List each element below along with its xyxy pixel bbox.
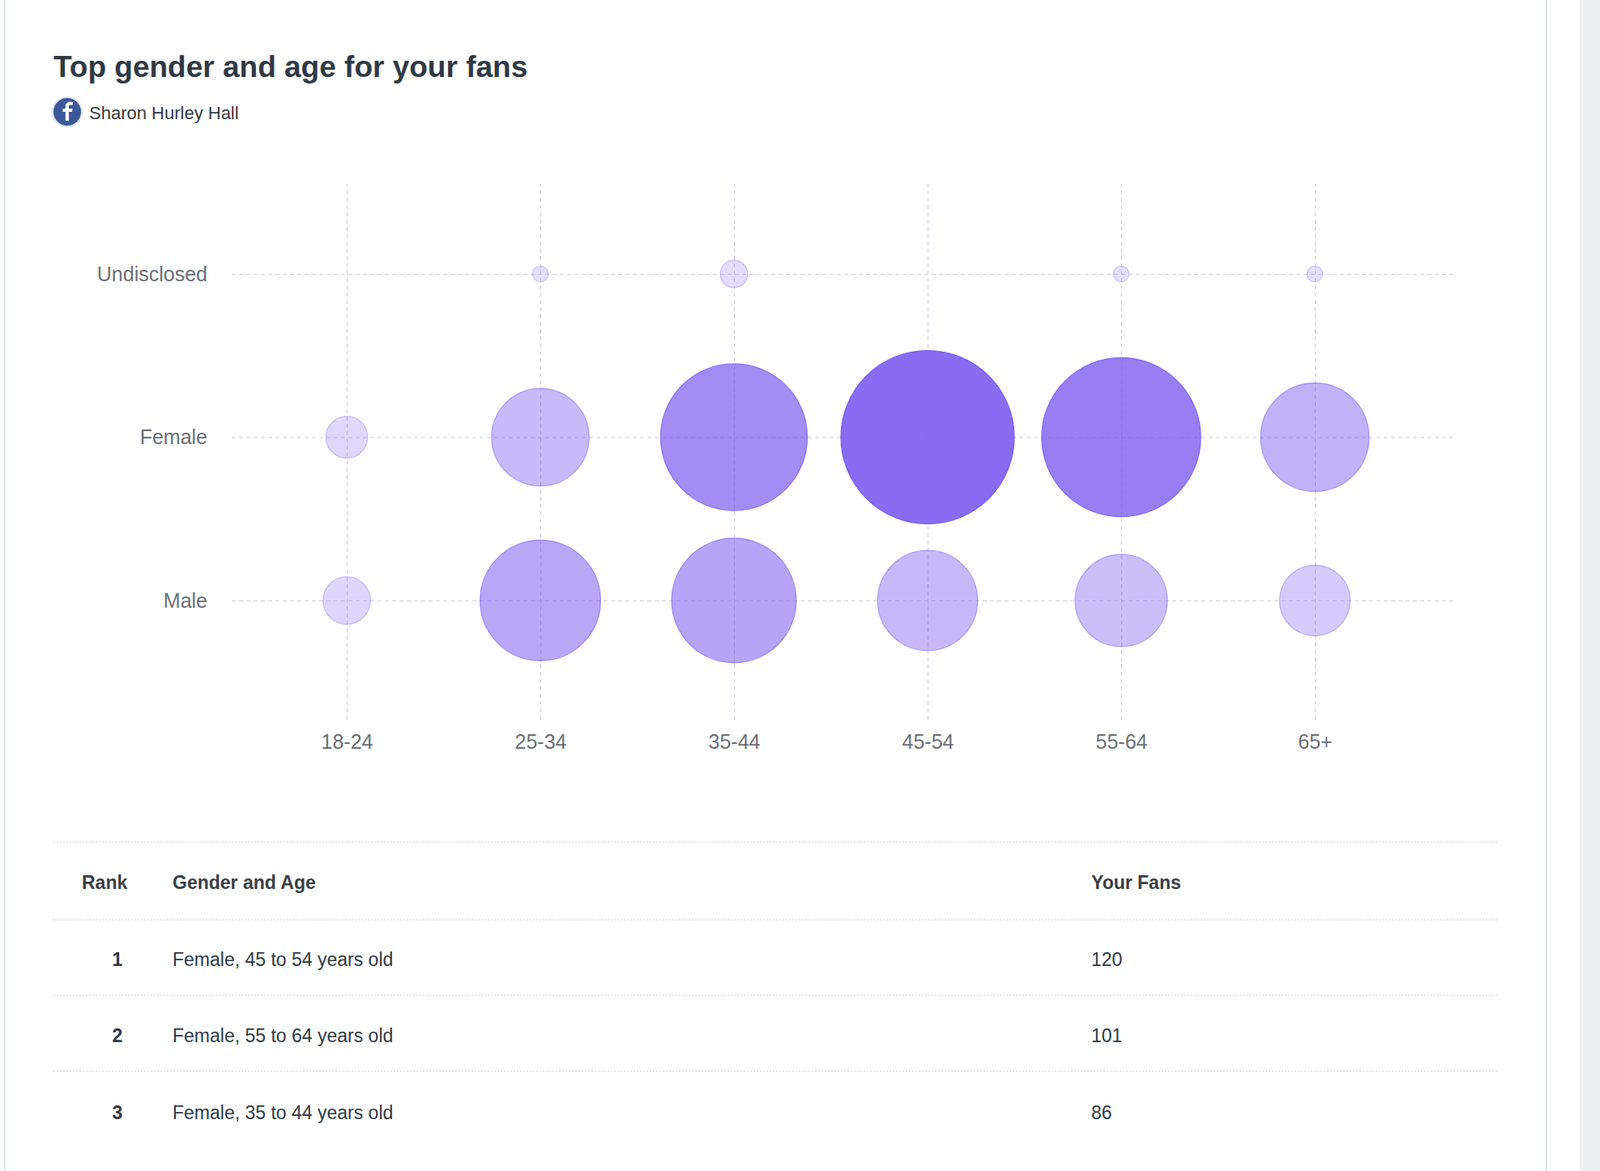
bubble [1306,265,1323,282]
table-divider [53,919,1498,921]
bubble [323,576,372,625]
bubble [1075,554,1168,647]
x-tick-label: 18-24 [321,729,374,753]
y-grid-line [231,273,1455,275]
table-label: Female, 45 to 54 years old [172,948,393,970]
table-rank: 2 [112,1024,124,1046]
y-tick-label: Undisclosed [97,262,208,286]
bubble [325,416,368,459]
chart-root: Top gender and age for your fans Sharon H… [0,0,1600,1171]
y-tick: Undisclosed [97,262,1455,286]
card [4,0,1547,1171]
bubble [840,350,1015,525]
bubble [660,363,807,511]
x-tick-label: 55-64 [1096,729,1148,753]
table-value: 101 [1091,1024,1123,1046]
table-rank: 1 [112,948,124,970]
icon-circle [52,97,82,127]
table-header: Your Fans [1091,871,1182,893]
title: Top gender and age for your fans [53,50,528,84]
x-axis: 18-24 25-34 35-44 45-54 55-64 65+ [321,183,1333,753]
table-rank: 3 [112,1101,124,1123]
x-tick-label: 65+ [1297,729,1332,753]
table-divider [53,994,1498,996]
bubble [1113,265,1130,282]
page-strip [1579,0,1600,1171]
bubble [1260,383,1370,492]
bubble [877,550,978,651]
y-tick-label: Female [140,425,208,448]
bubble [1279,564,1350,636]
subtitle: Sharon Hurley Hall [89,102,239,124]
rank-table: Rank Gender and Age Your Fans 1 Female, 45 t… [53,841,1498,1123]
x-tick: 18-24 [321,183,374,753]
facebook-icon [52,97,82,127]
table-value: 120 [1091,948,1123,970]
bubble [480,540,602,662]
table-divider [53,1070,1498,1072]
y-tick-label: Male [163,588,208,612]
table-header: Rank [81,871,128,893]
table-divider [53,841,1498,843]
y-grid-line [231,600,1455,602]
table-label: Female, 35 to 44 years old [172,1101,393,1123]
bubble [720,260,748,288]
bubbles [323,260,1370,663]
icon-glyph [63,102,73,121]
x-tick-label: 35-44 [708,729,761,753]
x-tick-label: 25-34 [515,729,568,753]
table-header: Gender and Age [172,871,316,893]
bubble [532,265,549,282]
bubble [671,537,797,663]
bubble [1041,357,1201,517]
table-value: 86 [1091,1101,1113,1123]
x-tick-label: 45-54 [902,729,955,753]
bubble [491,388,589,486]
table-label: Female, 55 to 64 years old [172,1024,393,1046]
